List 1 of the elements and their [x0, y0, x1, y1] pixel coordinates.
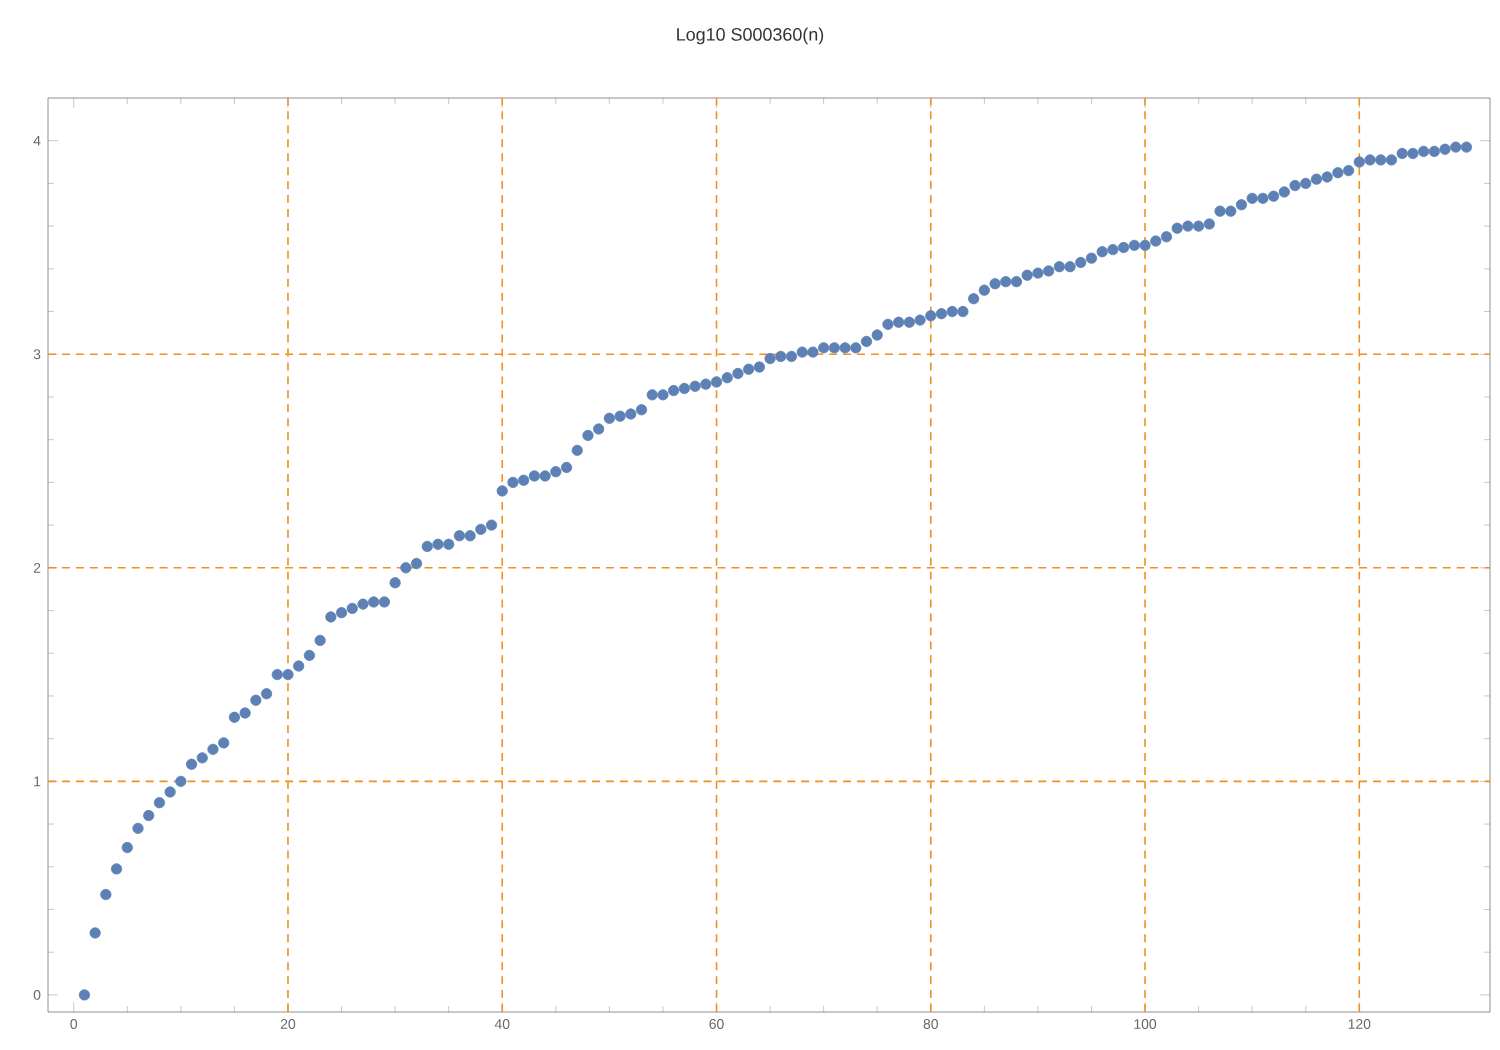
chart-title: Log10 S000360(n) [677, 27, 824, 45]
